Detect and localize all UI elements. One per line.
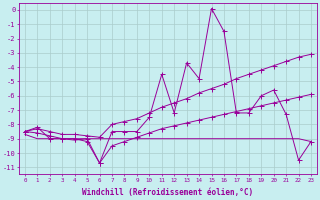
X-axis label: Windchill (Refroidissement éolien,°C): Windchill (Refroidissement éolien,°C) [83, 188, 253, 197]
